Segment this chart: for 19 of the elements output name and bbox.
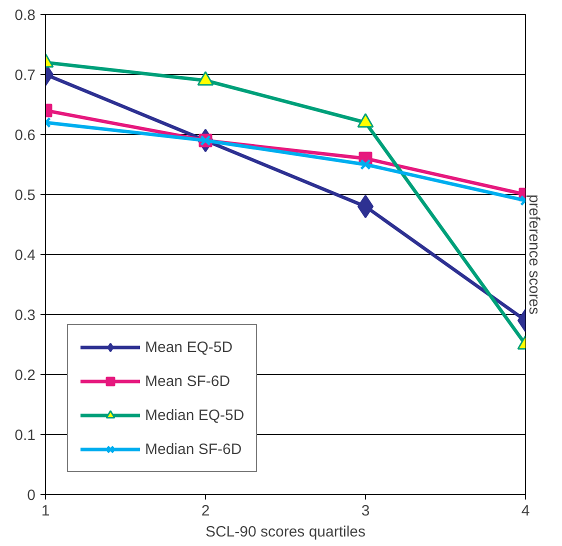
- legend-label: Mean SF-6D: [145, 372, 230, 390]
- x-tick-label: 3: [361, 502, 370, 520]
- y-axis-title: preference scores: [526, 194, 542, 315]
- x-tick-label: 1: [41, 502, 50, 520]
- y-tick-label: 0.8: [14, 7, 36, 24]
- x-tick-label: 4: [521, 502, 530, 520]
- legend-label: Median SF-6D: [145, 440, 242, 458]
- legend-label: Mean EQ-5D: [145, 338, 233, 356]
- y-tick-label: 0.2: [14, 367, 36, 384]
- y-tick-label: 0.7: [14, 67, 36, 84]
- y-tick-label: 0.3: [14, 307, 36, 324]
- y-tick-label: 0: [27, 487, 36, 504]
- legend-label: Median EQ-5D: [145, 406, 244, 424]
- y-tick-label: 0.4: [14, 247, 36, 264]
- y-tick-label: 0.6: [14, 127, 36, 144]
- x-axis-title: SCL-90 scores quartiles: [205, 524, 366, 540]
- y-tick-label: 0.1: [14, 427, 36, 444]
- x-tick-label: 2: [201, 502, 210, 520]
- y-tick-label: 0.5: [14, 187, 36, 204]
